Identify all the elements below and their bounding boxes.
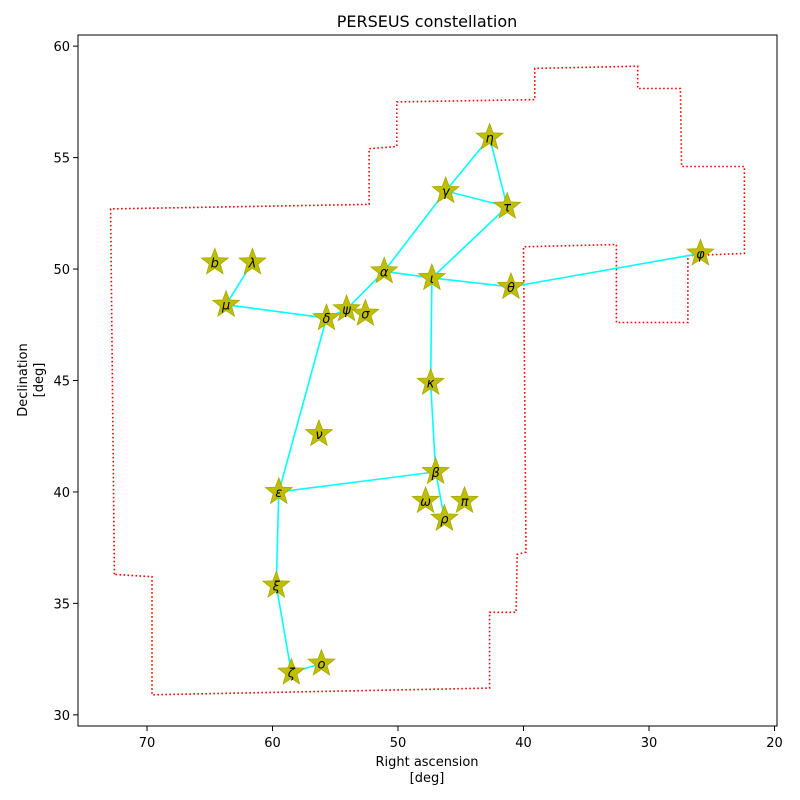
y-axis-ticks: 30 35 40 45 50 55 60 (53, 40, 78, 724)
y-tick-label-1: 35 (53, 597, 70, 612)
star-marker-9 (431, 175, 461, 204)
constellation-boundary-layer (109, 65, 746, 696)
star-marker-2 (211, 289, 241, 317)
star-marker-7 (417, 262, 447, 291)
constellation-line-17 (275, 491, 280, 586)
star-label-19: ε (275, 486, 282, 501)
constellation-line-12 (429, 277, 433, 383)
x-tick-label-3: 40 (515, 736, 532, 751)
x-tick-label-5: 20 (766, 736, 783, 751)
star-label-22: ο (317, 658, 325, 673)
x-tick-label-2: 50 (390, 736, 407, 751)
star-label-20: ξ (272, 580, 281, 595)
star-label-3: δ (322, 312, 330, 327)
star-marker-10 (475, 122, 505, 150)
chart-title: PERSEUS constellation (337, 12, 518, 31)
y-axis-label-line1: Declination (16, 343, 31, 417)
y-axis-label-line2: [deg] (32, 363, 47, 398)
x-axis-ticks: 70 60 50 40 30 20 (139, 726, 783, 751)
constellation-line-6 (510, 252, 701, 288)
star-marker-11 (492, 191, 522, 219)
constellation-line-9 (488, 137, 508, 207)
x-tick-label-4: 30 (641, 736, 658, 751)
y-tick-label-6: 60 (53, 40, 70, 55)
star-label-6: α (380, 265, 389, 280)
star-marker-6 (369, 256, 399, 284)
star-label-16: ω (420, 495, 431, 510)
star-label-18: ρ (440, 513, 449, 528)
constellation-line-18 (275, 585, 293, 673)
star-marker-17 (450, 485, 479, 514)
star-label-8: θ (507, 281, 515, 296)
star-marker-5 (350, 298, 380, 326)
stars-layer (200, 122, 715, 685)
star-marker-16 (411, 485, 441, 514)
star-label-10: η (485, 132, 493, 147)
star-label-5: σ (361, 308, 370, 323)
star-marker-13 (416, 367, 446, 395)
star-marker-19 (264, 476, 294, 505)
star-marker-21 (276, 657, 306, 685)
constellation-line-10 (431, 206, 508, 279)
star-marker-3 (312, 302, 341, 331)
constellation-line-7 (383, 190, 447, 272)
star-marker-20 (261, 570, 291, 598)
star-marker-18 (430, 503, 459, 531)
star-marker-14 (304, 418, 334, 447)
star-marker-0 (200, 247, 230, 275)
x-tick-label-1: 60 (264, 736, 281, 751)
y-tick-label-4: 50 (53, 263, 70, 278)
star-marker-4 (332, 294, 361, 322)
constellation-line-13 (429, 382, 437, 472)
constellation-boundary (109, 65, 746, 696)
constellation-line-5 (431, 277, 512, 288)
x-axis-label-line2: [deg] (410, 771, 445, 786)
star-marker-8 (496, 271, 526, 300)
constellation-lines-layer (225, 137, 701, 674)
star-labels-layer: b λ μ δψ σ α ι θ γ η τ φ κ ν βω πρ ε ξ ζ ο (211, 132, 706, 682)
star-label-1: λ (248, 256, 257, 271)
y-tick-label-0: 30 (53, 709, 70, 724)
constellation-line-15 (278, 471, 436, 493)
constellation-line-16 (278, 317, 328, 493)
star-marker-22 (307, 648, 336, 676)
star-label-4: ψ (342, 303, 351, 318)
star-label-11: τ (503, 201, 511, 216)
star-label-17: π (461, 495, 469, 510)
star-label-14: ν (315, 428, 322, 443)
x-tick-label-0: 70 (139, 736, 156, 751)
star-label-2: μ (221, 299, 230, 314)
star-marker-15 (421, 456, 451, 485)
star-label-0: b (211, 256, 219, 271)
star-label-13: κ (427, 377, 435, 392)
star-label-15: β (431, 466, 440, 481)
star-marker-1 (238, 247, 267, 275)
star-label-9: γ (442, 185, 451, 200)
star-marker-12 (686, 238, 715, 266)
star-label-12: φ (696, 247, 705, 262)
x-axis-label-line1: Right ascension (375, 755, 478, 770)
star-label-7: ι (430, 272, 434, 287)
y-tick-label-5: 55 (53, 152, 70, 167)
star-label-21: ζ (287, 667, 296, 682)
constellation-line-1 (225, 303, 327, 319)
y-tick-label-2: 40 (53, 486, 70, 501)
y-tick-label-3: 45 (53, 375, 70, 390)
